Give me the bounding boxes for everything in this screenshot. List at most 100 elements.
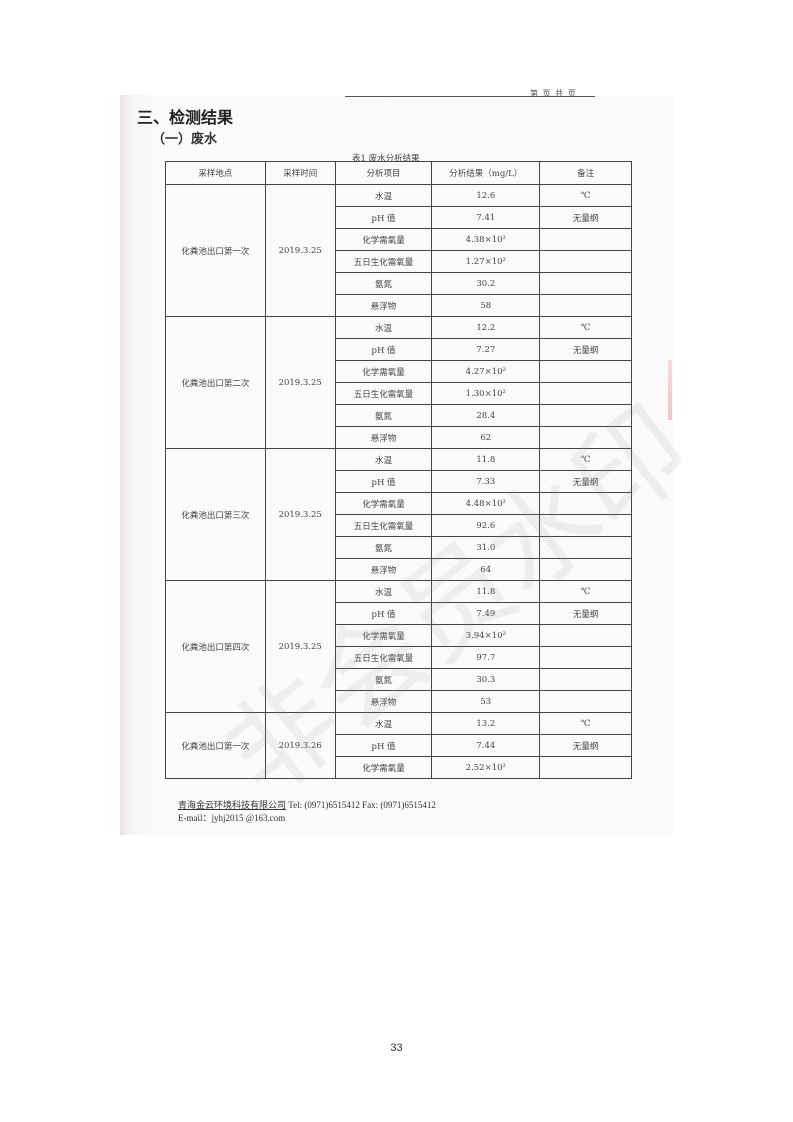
- table-row: pH 值 7.44 无量纲: [166, 734, 632, 757]
- cell-note: [539, 514, 632, 537]
- cell-date: 2019.3.25: [264, 316, 336, 449]
- header-result: 分析结果（mg/L）: [431, 161, 541, 185]
- cell-note: [539, 272, 632, 295]
- cell-result: 64: [431, 558, 541, 581]
- table-body: 化粪池出口第一次 2019.3.25 水温 12.6 ℃ pH 值 7.41 无量纲 化学需氧量…: [165, 184, 632, 779]
- cell-item: 悬浮物: [334, 426, 433, 449]
- cell-item: 悬浮物: [334, 294, 433, 317]
- page-number: 33: [390, 1042, 403, 1054]
- cell-item: 化学需氧量: [334, 228, 433, 251]
- table-row: pH 值 7.33 无量纲: [166, 470, 632, 493]
- cell-note: [539, 668, 632, 691]
- table-row: pH 值 7.27 无量纲: [166, 338, 632, 361]
- cell-item: 五日生化需氧量: [334, 250, 433, 273]
- cell-result: 2.52×10²: [431, 756, 541, 779]
- cell-item: pH 值: [334, 338, 433, 361]
- cell-item: 水温: [334, 184, 433, 207]
- cell-date: 2019.3.25: [264, 580, 336, 713]
- cell-note: [539, 558, 632, 581]
- cell-location: 化粪池出口第四次: [165, 580, 266, 713]
- cell-item: pH 值: [334, 470, 433, 493]
- table-row: 化学需氧量 4.38×10²: [166, 228, 632, 251]
- cell-result: 7.33: [431, 470, 541, 493]
- cell-note: 无量纲: [539, 206, 632, 229]
- cell-note: ℃: [539, 712, 632, 735]
- cell-item: pH 值: [334, 206, 433, 229]
- cell-note: ℃: [539, 580, 632, 603]
- cell-date: 2019.3.25: [264, 184, 336, 317]
- cell-result: 7.27: [431, 338, 541, 361]
- table-row: 氨氮 28.4: [166, 404, 632, 427]
- cell-result: 11.8: [431, 448, 541, 471]
- cell-note: [539, 536, 632, 559]
- cell-note: 无量纲: [539, 734, 632, 757]
- footer-contact: Tel: (0971)6515412 Fax: (0971)6515412: [286, 800, 436, 810]
- section-title: 三、检测结果: [137, 108, 234, 127]
- table-header-row: 采样地点 采样时间 分析项目 分析结果（mg/L） 备注: [165, 161, 632, 185]
- table-row: 化粪池出口第四次 2019.3.25 水温 11.8 ℃: [165, 580, 632, 713]
- cell-note: [539, 404, 632, 427]
- cell-result: 53: [431, 690, 541, 713]
- header-rule: [345, 96, 595, 97]
- table-row: 五日生化需氧量 97.7: [166, 646, 632, 669]
- cell-note: ℃: [539, 184, 632, 207]
- cell-item: 悬浮物: [334, 690, 433, 713]
- cell-location: 化粪池出口第一次: [165, 712, 266, 779]
- table-row: 化粪池出口第三次 2019.3.25 水温 11.8 ℃: [165, 448, 632, 581]
- subsection-title: （一）废水: [152, 132, 218, 147]
- header-page-info: 第 页 共 页: [530, 89, 577, 98]
- table-row: 化粪池出口第一次 2019.3.25 水温 12.6 ℃: [165, 184, 632, 317]
- cell-item: 五日生化需氧量: [334, 514, 433, 537]
- cell-result: 1.30×10²: [431, 382, 541, 405]
- cell-result: 30.2: [431, 272, 541, 295]
- cell-note: 无量纲: [539, 470, 632, 493]
- cell-note: [539, 382, 632, 405]
- cell-item: 水温: [334, 580, 433, 603]
- cell-item: 水温: [334, 316, 433, 339]
- cell-item: 化学需氧量: [334, 756, 433, 779]
- footer: 青海金云环境科技有限公司 Tel: (0971)6515412 Fax: (09…: [178, 799, 436, 825]
- cell-result: 31.0: [431, 536, 541, 559]
- cell-note: [539, 624, 632, 647]
- cell-note: [539, 426, 632, 449]
- cell-note: [539, 228, 632, 251]
- table-row: 悬浮物 53: [166, 690, 632, 713]
- cell-note: ℃: [539, 448, 632, 471]
- table-row: 五日生化需氧量 1.30×10²: [166, 382, 632, 405]
- cell-result: 58: [431, 294, 541, 317]
- cell-item: pH 值: [334, 602, 433, 625]
- results-table: 采样地点 采样时间 分析项目 分析结果（mg/L） 备注 化粪池出口第一次 201…: [165, 161, 632, 779]
- cell-note: [539, 690, 632, 713]
- table-row: pH 值 7.49 无量纲: [166, 602, 632, 625]
- cell-result: 4.38×10²: [431, 228, 541, 251]
- cell-item: pH 值: [334, 734, 433, 757]
- cell-note: ℃: [539, 316, 632, 339]
- cell-result: 12.6: [431, 184, 541, 207]
- cell-item: 化学需氧量: [334, 492, 433, 515]
- cell-result: 7.49: [431, 602, 541, 625]
- table-row: 五日生化需氧量 92.6: [166, 514, 632, 537]
- red-stamp-edge: [668, 360, 672, 420]
- table-row: 化学需氧量 4.48×10²: [166, 492, 632, 515]
- cell-note: 无量纲: [539, 338, 632, 361]
- cell-note: [539, 250, 632, 273]
- cell-item: 氨氮: [334, 404, 433, 427]
- header-date: 采样时间: [264, 161, 336, 185]
- table-row: 化学需氧量 2.52×10²: [166, 756, 632, 779]
- cell-date: 2019.3.25: [264, 448, 336, 581]
- footer-company: 青海金云环境科技有限公司: [178, 800, 287, 810]
- table-row: 化学需氧量 4.27×10²: [166, 360, 632, 383]
- cell-location: 化粪池出口第二次: [165, 316, 266, 449]
- cell-location: 化粪池出口第三次: [165, 448, 266, 581]
- cell-result: 13.2: [431, 712, 541, 735]
- cell-result: 4.48×10²: [431, 492, 541, 515]
- table-row: 氨氮 30.2: [166, 272, 632, 295]
- cell-result: 30.3: [431, 668, 541, 691]
- cell-note: 无量纲: [539, 602, 632, 625]
- cell-item: 水温: [334, 448, 433, 471]
- cell-result: 97.7: [431, 646, 541, 669]
- cell-result: 7.44: [431, 734, 541, 757]
- cell-result: 11.8: [431, 580, 541, 603]
- table-row: 化粪池出口第二次 2019.3.25 水温 12.2 ℃: [165, 316, 632, 449]
- cell-result: 1.27×10²: [431, 250, 541, 273]
